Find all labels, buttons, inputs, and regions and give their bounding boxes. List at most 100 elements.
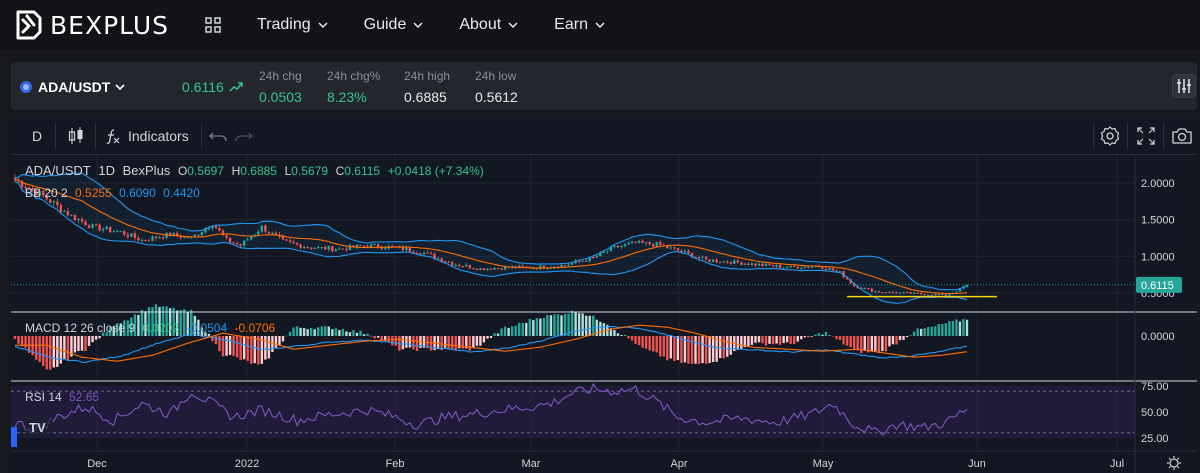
macd-histogram-bar — [549, 315, 553, 336]
candle-body — [694, 256, 697, 258]
macd-histogram-bar — [331, 329, 334, 336]
macd-histogram-bar — [817, 333, 821, 336]
candle-body — [905, 292, 909, 294]
macd-histogram-bar — [563, 314, 567, 336]
stat-label: 24h low — [475, 69, 517, 83]
candle-body — [764, 263, 768, 266]
candle-body — [877, 291, 881, 293]
macd-histogram-bar — [634, 336, 637, 344]
stat-24h-chg-pct: 24h chg% 8.23% — [327, 69, 380, 105]
macd-histogram-bar — [179, 309, 182, 336]
undo-icon[interactable] — [207, 123, 229, 149]
camera-icon[interactable] — [1169, 123, 1195, 149]
candle-body — [24, 186, 27, 188]
candle-body — [800, 268, 803, 270]
candle-body — [42, 191, 45, 196]
macd-histogram-bar — [84, 336, 87, 351]
macd-histogram-bar — [186, 311, 189, 336]
candlestick-type-icon[interactable] — [63, 123, 89, 149]
candle-body — [204, 228, 207, 233]
sliders-icon[interactable] — [1172, 74, 1196, 98]
macd-histogram-bar — [912, 331, 916, 336]
macd-histogram-bar — [814, 334, 817, 336]
macd-histogram-bar — [581, 313, 584, 336]
macd-histogram-bar — [937, 324, 940, 336]
candle-body — [482, 268, 486, 271]
chevron-down-icon — [115, 84, 125, 91]
nav-trading[interactable]: Trading — [257, 16, 328, 34]
macd-histogram-bar — [193, 315, 197, 336]
candle-body — [595, 256, 598, 258]
nav-about[interactable]: About — [459, 16, 518, 34]
redo-icon[interactable] — [233, 123, 255, 149]
fullscreen-icon[interactable] — [1133, 123, 1159, 149]
macd-histogram-bar — [232, 336, 235, 357]
nav-guide[interactable]: Guide — [364, 16, 424, 34]
macd-histogram-bar — [958, 321, 962, 336]
macd-histogram-bar — [503, 326, 507, 336]
macd-histogram-bar — [197, 319, 200, 336]
candle-body — [355, 244, 359, 248]
macd-histogram-bar — [475, 336, 479, 346]
macd-histogram-bar — [183, 309, 186, 336]
candle-body — [144, 239, 147, 241]
candle-body — [56, 201, 59, 205]
time-axis-settings-icon[interactable] — [1167, 456, 1181, 470]
rsi-label: RSI 14 — [25, 390, 62, 404]
candle-body — [373, 243, 376, 245]
macd-histogram-bar — [726, 336, 729, 357]
candle-body — [87, 225, 91, 228]
candle-body — [292, 241, 295, 244]
macd-histogram-bar — [852, 336, 856, 349]
rsi-axis-tick: 75.00 — [1141, 381, 1169, 393]
brand-logo[interactable]: BEXPLUS — [10, 8, 169, 42]
settings-gear-icon[interactable] — [1097, 123, 1123, 149]
macd-histogram-bar — [158, 307, 161, 336]
pair-label: ADA/USDT — [38, 79, 111, 95]
left-scroll-handle[interactable] — [11, 427, 17, 447]
candle-body — [669, 247, 673, 249]
pair-selector[interactable]: ADA/USDT — [20, 79, 125, 95]
macd-histogram-bar — [669, 336, 673, 359]
candle-body — [348, 245, 352, 251]
candle-body — [405, 247, 408, 251]
candle-body — [676, 248, 680, 251]
candle-body — [560, 265, 563, 268]
candle-body — [45, 195, 48, 200]
legend-close: 0.6115 — [344, 164, 381, 178]
interval-button[interactable]: D — [31, 128, 43, 144]
nav-earn[interactable]: Earn — [554, 16, 605, 34]
macd-histogram-bar — [620, 335, 623, 336]
candle-body — [123, 231, 126, 235]
candle-body — [221, 230, 225, 236]
macd-histogram-bar — [895, 336, 898, 345]
macd-histogram-bar — [835, 336, 838, 340]
candle-body — [687, 250, 690, 253]
macd-histogram-bar — [898, 336, 902, 341]
candle-body — [493, 268, 496, 270]
macd-histogram-bar — [408, 336, 412, 348]
macd-histogram-bar — [98, 336, 101, 339]
legend-open: 0.5697 — [187, 164, 224, 178]
macd-histogram-bar — [91, 336, 94, 343]
candle-body — [701, 256, 704, 258]
tradingview-logo-icon: TV — [25, 417, 53, 437]
chevron-down-icon — [595, 22, 605, 29]
candle-body — [137, 237, 140, 241]
indicators-button[interactable]: Indicators — [103, 123, 199, 149]
macd-histogram-bar — [274, 336, 278, 348]
candle-body — [242, 240, 246, 246]
macd-histogram-bar — [302, 328, 306, 336]
apps-grid-icon[interactable] — [205, 17, 221, 33]
price-chart[interactable]: 2.00001.50001.00000.50000.61150.000075.0… — [11, 155, 1197, 473]
rsi-band-background — [11, 386, 1135, 438]
stat-label: 24h chg% — [327, 69, 381, 83]
macd-histogram-bar — [930, 326, 933, 336]
candle-body — [295, 243, 299, 245]
rsi-value: 52.65 — [69, 390, 100, 404]
macd-histogram-bar — [923, 328, 926, 336]
candle-body — [161, 237, 165, 239]
macd-histogram-bar — [299, 327, 302, 336]
candle-body — [443, 261, 447, 263]
macd-histogram-bar — [532, 320, 535, 336]
